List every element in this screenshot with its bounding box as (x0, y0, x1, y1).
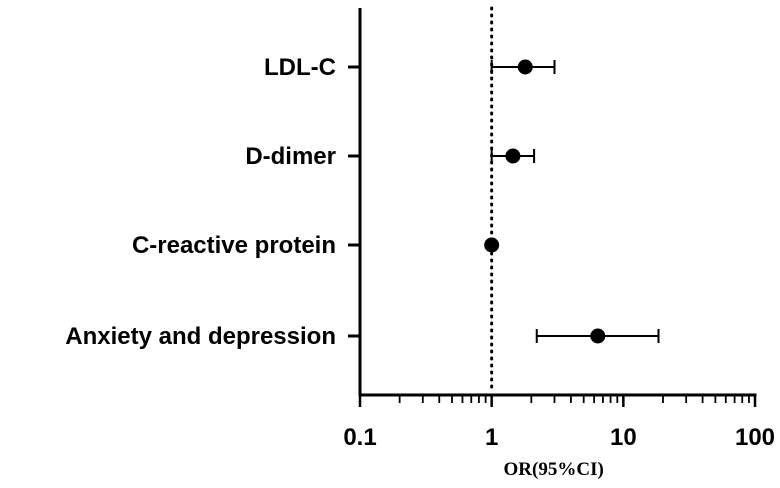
x-axis-title: OR(95%CI) (504, 459, 604, 480)
y-tick-label: D-dimer (245, 143, 336, 170)
x-tick-label: 1 (485, 424, 498, 451)
y-axis: LDL-C D-dimer C-reactive protein Anxiety an… (65, 8, 362, 397)
y-tick-label: C-reactive protein (132, 232, 336, 259)
data-points (484, 59, 660, 344)
x-tick-label: 100 (735, 424, 775, 451)
x-tick-label: 0.1 (343, 424, 376, 451)
point-marker (484, 237, 500, 253)
point-marker (590, 328, 606, 344)
y-tick-label: Anxiety and depression (65, 323, 336, 350)
x-tick-label: 10 (610, 424, 637, 451)
x-axis: 0.1 1 10 100 (343, 393, 775, 451)
point-marker (505, 148, 521, 164)
point-marker (517, 59, 533, 75)
y-tick-label: LDL-C (264, 54, 336, 81)
